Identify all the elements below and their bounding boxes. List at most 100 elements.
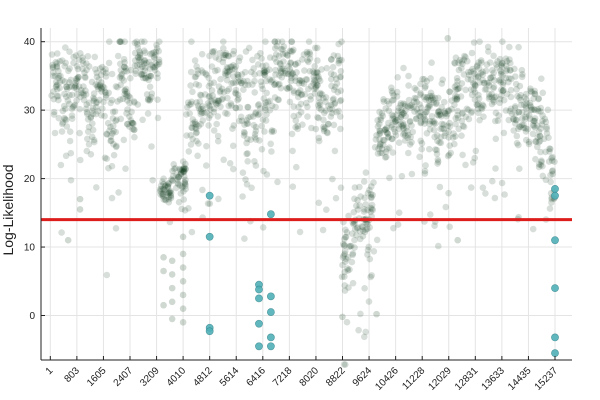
inlier-point-407 <box>179 183 186 190</box>
inlier-point-58 <box>66 128 74 135</box>
inlier-point-637 <box>235 95 242 102</box>
inlier-point-866 <box>310 69 318 77</box>
inlier-point-1349 <box>444 152 452 160</box>
inlier-point-1642 <box>534 105 542 113</box>
inlier-point-940 <box>336 56 343 64</box>
inlier-point-416 <box>175 173 182 181</box>
inlier-point-1176 <box>395 209 403 216</box>
inlier-point-311 <box>137 65 144 73</box>
inlier-point-932 <box>331 147 339 155</box>
inlier-point-1688 <box>548 157 556 164</box>
inlier-point-894 <box>310 80 317 87</box>
inlier-point-410 <box>180 196 188 203</box>
inlier-point-680 <box>243 120 251 127</box>
inlier-point-203 <box>105 164 112 172</box>
inlier-point-1057 <box>370 248 378 255</box>
inlier-point-617 <box>230 122 238 129</box>
inlier-point-1637 <box>537 161 544 169</box>
inlier-point-350 <box>153 41 160 49</box>
inlier-point-1113 <box>376 141 384 148</box>
inlier-point-478 <box>187 100 195 108</box>
inlier-point-1084 <box>368 213 376 220</box>
inlier-point-814 <box>295 103 302 111</box>
inlier-point-452 <box>169 176 177 184</box>
inlier-point-251 <box>116 38 123 45</box>
inlier-point-648 <box>252 127 260 135</box>
inlier-point-441 <box>178 205 185 213</box>
inlier-point-1451 <box>473 101 481 108</box>
x-tick-label-15: 12029 <box>426 365 454 393</box>
inlier-point-1519 <box>507 67 514 74</box>
inlier-point-649 <box>251 71 258 78</box>
inlier-point-693 <box>254 111 262 119</box>
inlier-point-253 <box>114 98 121 105</box>
inlier-point-244 <box>116 60 124 68</box>
inlier-point-837 <box>298 79 306 87</box>
inlier-point-606 <box>234 91 242 98</box>
inlier-point-954 <box>326 105 334 113</box>
inlier-point-218 <box>110 140 117 148</box>
inlier-point-94 <box>72 79 79 87</box>
inlier-point-824 <box>291 74 299 81</box>
inlier-point-1205 <box>398 111 406 119</box>
inlier-point-771 <box>274 96 282 103</box>
inlier-point-1614 <box>530 117 538 125</box>
inlier-point-60 <box>59 120 66 128</box>
inlier-point-896 <box>306 55 314 62</box>
inlier-point-1067 <box>367 208 375 216</box>
inlier-point-356 <box>150 53 158 61</box>
inlier-point-986 <box>341 235 348 243</box>
inlier-point-1359 <box>458 117 466 125</box>
inlier-point-990 <box>341 268 348 276</box>
inlier-point-1085 <box>376 143 384 150</box>
inlier-point-95 <box>80 96 88 104</box>
inlier-point-231 <box>121 63 128 71</box>
inlier-point-1005 <box>342 226 349 234</box>
inlier-point-970 <box>329 175 336 183</box>
inlier-point-485 <box>187 141 195 148</box>
inlier-point-1622 <box>532 155 539 163</box>
inlier-point-798 <box>279 46 286 53</box>
inlier-point-1260 <box>412 95 420 102</box>
inlier-point-1306 <box>433 99 441 107</box>
inlier-point-1507 <box>499 38 506 45</box>
inlier-point-451 <box>180 165 188 172</box>
inlier-point-112 <box>71 101 79 109</box>
inlier-point-1634 <box>535 107 542 115</box>
inlier-point-1282 <box>417 113 425 120</box>
inlier-point-969 <box>329 106 336 113</box>
inlier-point-1657 <box>537 125 544 132</box>
inlier-point-1442 <box>479 184 487 191</box>
inlier-point-555 <box>217 87 224 95</box>
inlier-point-1020 <box>351 184 359 191</box>
inlier-point-363 <box>155 56 163 64</box>
inlier-point-444 <box>170 172 177 180</box>
inlier-point-813 <box>301 91 309 98</box>
inlier-point-1134 <box>382 148 390 155</box>
inlier-point-1499 <box>492 109 500 117</box>
inlier-point-974 <box>343 318 351 326</box>
inlier-point-1078 <box>364 206 371 214</box>
inlier-point-1373 <box>457 93 465 100</box>
inlier-point-471 <box>189 124 196 132</box>
inlier-point-1002 <box>341 250 349 258</box>
inlier-point-1262 <box>421 111 428 118</box>
inlier-point-1454 <box>481 86 489 93</box>
inlier-point-296 <box>138 38 145 45</box>
inlier-point-1016 <box>350 208 358 216</box>
inlier-point-1401 <box>456 84 463 92</box>
inlier-point-719 <box>268 102 276 110</box>
inlier-point-263 <box>126 94 134 101</box>
inlier-point-1584 <box>512 110 519 117</box>
inlier-point-775 <box>271 38 279 45</box>
x-tick-label-6: 4812 <box>191 365 215 389</box>
inlier-point-983 <box>349 279 357 287</box>
inlier-point-1629 <box>522 128 530 135</box>
inlier-point-523 <box>205 102 212 109</box>
inlier-point-1031 <box>351 225 359 233</box>
inlier-point-727 <box>259 224 267 231</box>
inlier-point-1541 <box>497 78 505 86</box>
inlier-point-510 <box>198 67 205 74</box>
inlier-point-854 <box>313 79 320 87</box>
inlier-point-1177 <box>391 128 399 136</box>
